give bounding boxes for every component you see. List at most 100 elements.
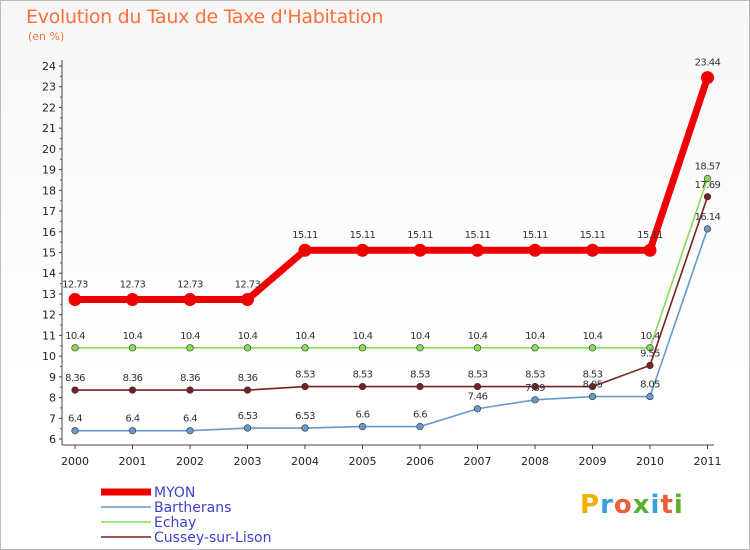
data-label: 6.4 [125,414,139,425]
data-label: 10.4 [468,331,488,342]
data-point [703,225,712,233]
data-label: 10.4 [353,331,373,342]
x-tick-label: 2001 [119,455,147,468]
data-point [473,344,482,352]
data-point [71,386,79,394]
y-tick-label: 9 [49,371,56,384]
y-tick-label: 15 [42,247,56,260]
data-label: 10.4 [410,331,430,342]
x-tick-label: 2005 [349,455,377,468]
data-point [473,382,482,391]
data-label: 6.53 [295,411,315,422]
logo-letter: i [650,490,661,520]
data-point [68,293,82,307]
legend-label: MYON [154,485,195,501]
data-label: 10.4 [123,331,143,342]
data-label: 8.53 [295,370,315,381]
logo-letter: x [632,490,651,520]
data-label: 8.36 [123,373,143,384]
data-point [588,392,597,401]
data-point [186,386,194,394]
data-point [703,193,712,201]
data-point [358,422,367,431]
logo-letter: i [673,490,684,520]
series-line-cussey-sur-lison [75,196,709,391]
x-tick-label: 2009 [579,455,607,468]
data-point [243,424,252,432]
data-label: 12.73 [62,280,88,291]
data-point [416,344,424,352]
data-label: 8.53 [410,370,430,381]
data-point [186,344,194,352]
logo-letter: o [613,490,633,520]
y-tick-label: 10 [42,350,56,363]
data-point [701,71,714,85]
data-label: 6.4 [68,414,82,425]
data-point [128,344,137,352]
data-label: 10.4 [525,331,545,342]
logo-letter: P [580,490,601,520]
y-tick-label: 17 [42,205,56,218]
legend-label: Cussey-sur-Lison [154,530,271,546]
data-point [301,344,309,352]
x-tick-label: 2002 [176,455,204,468]
data-label: 10.4 [583,331,603,342]
data-point [301,424,309,432]
data-label: 8.53 [525,370,545,381]
data-point [703,174,712,183]
data-point [128,427,137,435]
data-point [126,293,139,307]
y-axis-ticks: 6 7 8 9 10 11 12 13 14 15 16 17 18 19 20 21 22 23 24 [42,60,62,446]
y-tick-label: 8 [49,392,56,405]
data-point [186,427,194,435]
data-point [531,396,539,404]
x-tick-label: 2004 [291,455,319,468]
y-tick-label: 23 [42,81,56,94]
data-label: 8.53 [468,370,488,381]
proxiti-logo: Proxiti [580,490,684,520]
data-point [241,293,254,307]
x-axis-ticks: 2000 2001 2002 2003 2004 2005 2006 2007 2008 2009… [61,445,722,468]
series-line-echay [75,178,709,349]
data-point [416,382,424,391]
legend-label: Echay [154,515,196,531]
data-label: 6.6 [355,410,369,421]
data-label: 8.36 [180,373,200,384]
y-tick-label: 18 [42,184,56,197]
data-point [358,344,367,352]
data-label: 7.46 [468,392,488,403]
data-label-layer: 12.73 12.73 12.73 12.73 15.11 15.11 15.11 15.11… [62,58,721,425]
data-point [646,392,654,401]
y-tick-label: 16 [42,226,56,239]
data-point [128,386,137,394]
data-point [646,344,654,352]
chart-title: Evolution du Taux de Taxe d'Habitation [26,6,384,28]
data-label: 17.69 [695,180,721,191]
data-label: 10.4 [238,331,258,342]
y-tick-label: 12 [42,309,56,322]
data-point [531,382,539,391]
x-tick-label: 2006 [406,455,434,468]
data-label: 15.11 [580,230,606,241]
data-label: 15.11 [522,230,548,241]
data-point [243,344,252,352]
data-label: 10.4 [180,331,200,342]
data-label: 15.11 [465,230,491,241]
y-tick-label: 7 [49,412,56,425]
data-label: 23.44 [695,58,721,69]
data-point [471,243,484,257]
y-tick-label: 14 [42,267,56,280]
data-label: 8.05 [640,380,660,391]
data-label: 15.11 [637,230,663,241]
data-label: 9.55 [640,348,660,359]
x-tick-label: 2000 [61,455,89,468]
data-point [528,243,542,257]
y-tick-label: 13 [42,288,56,301]
data-point [473,405,482,413]
data-label: 8.53 [583,370,603,381]
data-label: 12.73 [120,280,146,291]
data-point [643,243,657,257]
